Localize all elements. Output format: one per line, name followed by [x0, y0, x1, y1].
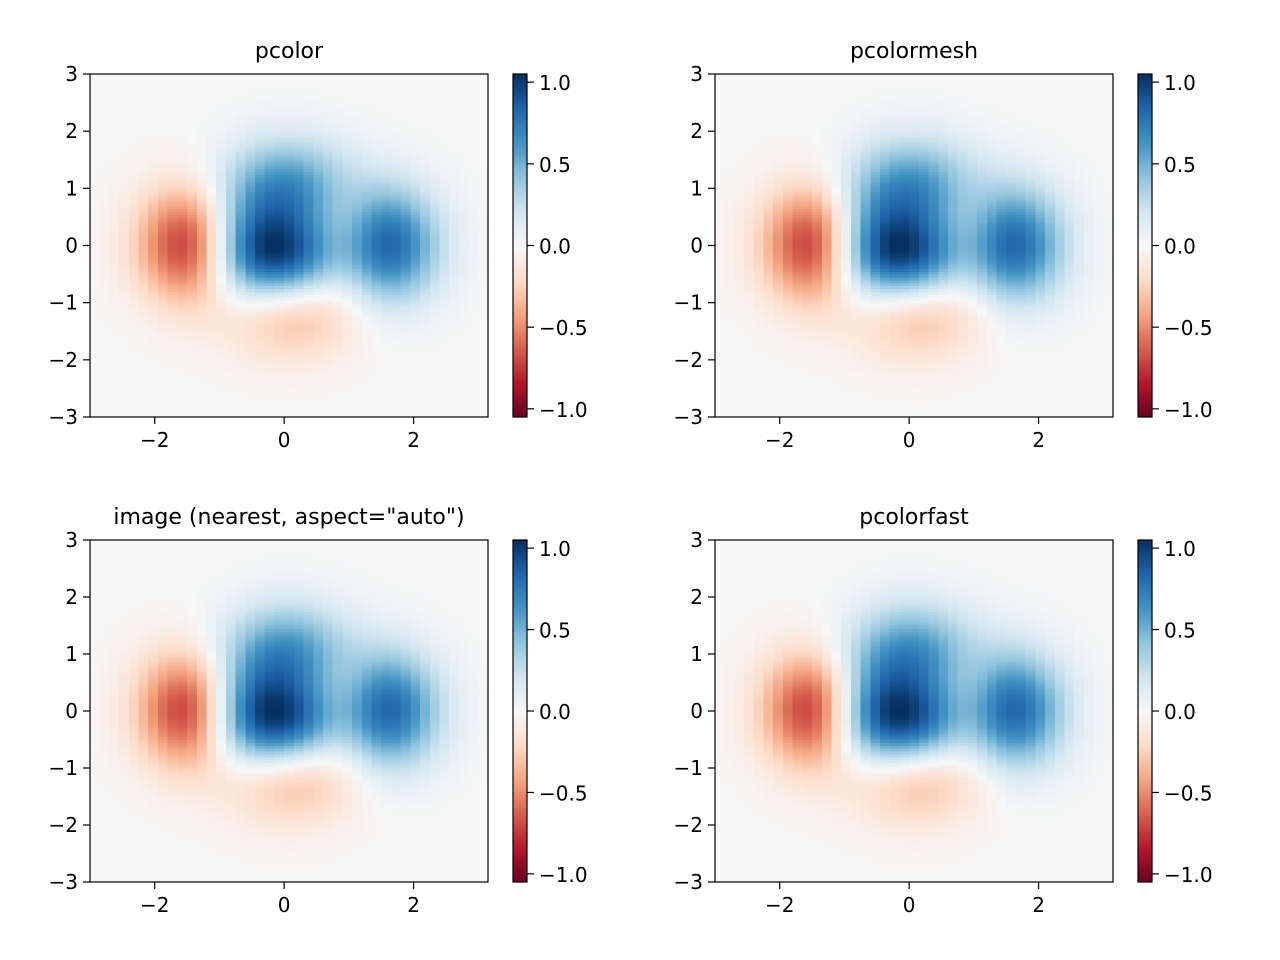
heatmap [90, 74, 489, 418]
